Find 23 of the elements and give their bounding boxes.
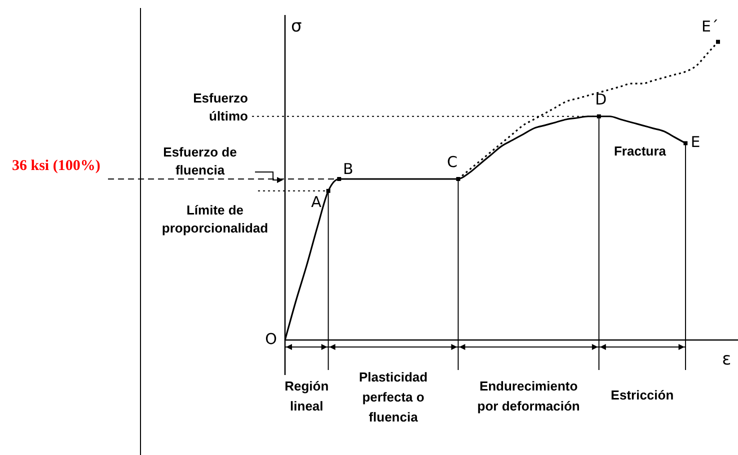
text: Plasticidad perfecta o fluencia [358,370,428,425]
text: Endurecimiento por deformación [477,378,580,414]
annotation: A [311,192,322,211]
annotation: Fractura [614,144,667,159]
point [716,40,720,44]
annotation: D [595,90,607,108]
text: Estricción [610,388,674,403]
text: Esfuerzo de fluencia [163,144,237,178]
y-axis-title: σ [291,16,302,36]
point [326,188,330,193]
text: Esfuerzo último [193,90,248,124]
text: Región lineal [284,378,329,414]
point [337,176,342,181]
text: Límite de proporcionalidad [162,202,268,236]
annotation: B [342,160,354,178]
annotation: E [690,133,700,152]
annotation: C [446,152,458,171]
point [456,176,460,181]
point [684,141,688,146]
text: 36 ksi (100%) [12,158,100,174]
text: E´ [702,18,718,36]
text: O [265,330,277,348]
x-axis-title: ε [722,349,732,370]
